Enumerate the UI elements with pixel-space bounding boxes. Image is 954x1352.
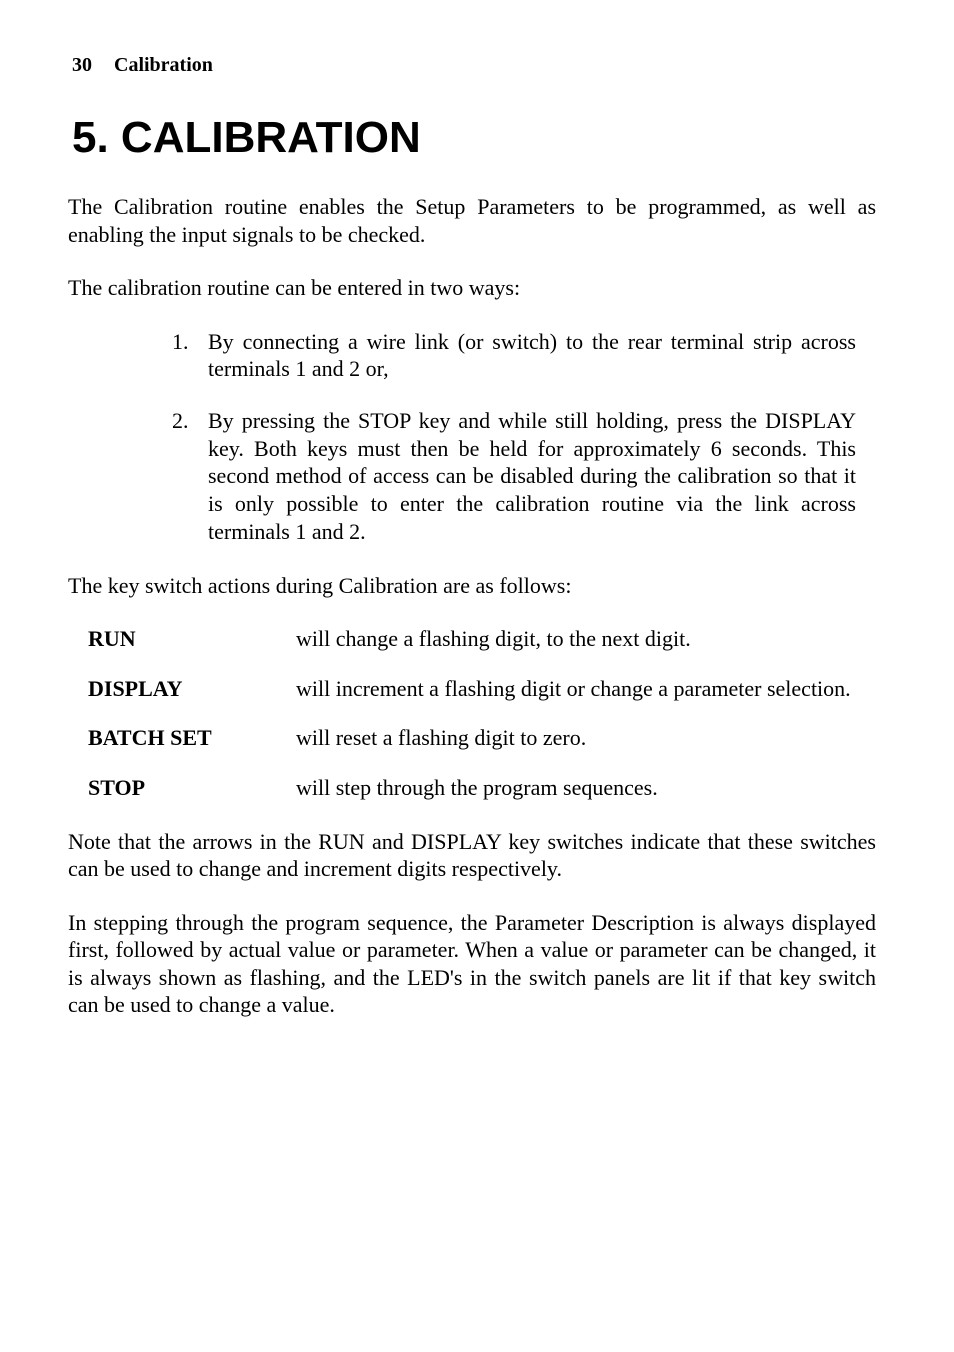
definition-desc: will change a flashing digit, to the nex… [296, 625, 876, 653]
list-marker: 1. [172, 328, 208, 383]
list-item-text: By pressing the STOP key and while still… [208, 407, 856, 546]
definition-row: BATCH SET will reset a flashing digit to… [88, 724, 876, 752]
definition-row: DISPLAY will increment a flashing digit … [88, 675, 876, 703]
ways-intro-paragraph: The calibration routine can be entered i… [68, 274, 876, 302]
key-actions-intro: The key switch actions during Calibratio… [68, 572, 876, 600]
definition-desc: will step through the program sequences. [296, 774, 876, 802]
definition-term-stop: STOP [88, 774, 296, 802]
definition-desc: will reset a flashing digit to zero. [296, 724, 876, 752]
definition-term-batchset: BATCH SET [88, 724, 296, 752]
list-item-text: By connecting a wire link (or switch) to… [208, 328, 856, 383]
definitions-list: RUN will change a flashing digit, to the… [88, 625, 876, 802]
intro-paragraph: The Calibration routine enables the Setu… [68, 193, 876, 248]
list-item: 1. By connecting a wire link (or switch)… [172, 328, 856, 383]
list-item: 2. By pressing the STOP key and while st… [172, 407, 856, 546]
note-arrows-paragraph: Note that the arrows in the RUN and DISP… [68, 828, 876, 883]
definition-term-display: DISPLAY [88, 675, 296, 703]
definition-row: STOP will step through the program seque… [88, 774, 876, 802]
definition-term-run: RUN [88, 625, 296, 653]
list-marker: 2. [172, 407, 208, 546]
definition-row: RUN will change a flashing digit, to the… [88, 625, 876, 653]
definition-desc: will increment a flashing digit or chang… [296, 675, 876, 703]
page-number: 30 [72, 54, 92, 76]
page-header: 30 Calibration [68, 54, 876, 77]
header-section: Calibration [114, 54, 213, 76]
stepping-paragraph: In stepping through the program sequence… [68, 909, 876, 1019]
chapter-title: 5. CALIBRATION [68, 113, 876, 163]
numbered-list: 1. By connecting a wire link (or switch)… [172, 328, 856, 546]
